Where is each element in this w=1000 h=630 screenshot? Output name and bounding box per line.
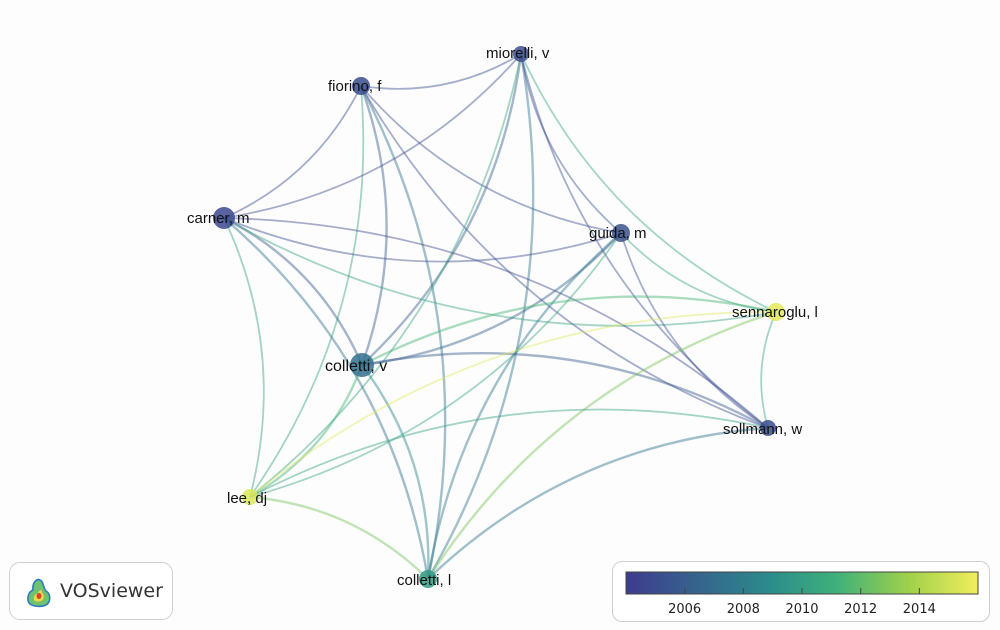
link-carner-sollmann <box>223 217 769 429</box>
link-carner-colletti_v <box>223 216 364 366</box>
node-fiorino[interactable] <box>352 77 370 95</box>
node-lee[interactable] <box>242 489 258 505</box>
link-guida-colletti_v <box>361 232 622 367</box>
link-guida-sennaroglu <box>620 232 777 313</box>
node-sollmann[interactable] <box>760 420 776 436</box>
link-guida-lee <box>249 232 622 498</box>
node-label-sollmann: sollmann, w <box>723 421 802 438</box>
link-miorelli-lee <box>249 53 522 498</box>
link-miorelli-carner <box>223 53 522 219</box>
link-fiorino-carner <box>223 85 362 219</box>
vosviewer-logo-text: VOSviewer <box>60 580 163 602</box>
node-label-guida: guida, m <box>589 225 647 242</box>
node-label-colletti_l: colletti, l <box>397 572 451 589</box>
link-lee-colletti_l <box>249 495 429 580</box>
link-sollmann-colletti_l <box>427 426 769 580</box>
node-label-colletti_v: colletti, v <box>325 358 387 375</box>
link-miorelli-sennaroglu <box>520 53 777 313</box>
link-carner-colletti_l <box>223 217 430 580</box>
node-guida[interactable] <box>612 224 630 242</box>
node-label-lee: lee, dj <box>227 490 267 507</box>
link-guida-sollmann <box>620 232 769 429</box>
node-label-miorelli: miorelli, v <box>486 45 550 62</box>
color-bar: 2006 2008 2010 2012 2014 <box>625 571 979 617</box>
link-miorelli-colletti_v <box>361 53 523 366</box>
link-sennaroglu-sollmann <box>760 311 777 429</box>
link-fiorino-colletti_v <box>359 85 388 366</box>
legend-tick-label-2012: 2012 <box>844 602 877 617</box>
link-colletti_v-sollmann <box>361 351 769 430</box>
link-miorelli-guida <box>520 53 622 234</box>
color-legend: 2006 2008 2010 2012 2014 <box>612 561 990 622</box>
node-label-sennaroglu: sennaroglu, l <box>732 304 818 321</box>
link-fiorino-lee <box>249 85 365 498</box>
link-fiorino-miorelli <box>360 53 522 90</box>
link-miorelli-colletti_l <box>426 53 535 580</box>
vosviewer-logo-icon <box>27 578 51 608</box>
node-carner[interactable] <box>213 207 235 229</box>
legend-tick-label-2006: 2006 <box>668 602 701 617</box>
legend-tick-label-2010: 2010 <box>785 602 818 617</box>
node-sennaroglu[interactable] <box>767 303 785 321</box>
node-label-carner: carner, m <box>187 210 250 227</box>
link-sennaroglu-lee <box>249 311 777 498</box>
link-fiorino-guida <box>360 85 622 234</box>
link-colletti_v-colletti_l <box>361 364 430 580</box>
link-colletti_v-sennaroglu <box>361 295 777 367</box>
node-miorelli[interactable] <box>513 46 529 62</box>
link-carner-lee <box>223 217 265 498</box>
node-colletti_v[interactable] <box>350 353 374 377</box>
node-layer <box>213 46 785 588</box>
legend-tick-label-2014: 2014 <box>903 602 936 617</box>
link-sennaroglu-colletti_l <box>426 310 777 580</box>
label-layer: miorelli, v fiorino, f carner, m guida, m se… <box>187 45 818 589</box>
link-miorelli-sollmann <box>520 53 769 429</box>
link-colletti_v-lee <box>249 364 364 499</box>
link-sollmann-lee <box>249 408 769 498</box>
link-carner-guida <box>223 217 622 263</box>
link-guida-colletti_l <box>426 232 622 580</box>
link-fiorino-sollmann <box>360 85 769 429</box>
vosviewer-logo[interactable]: VOSviewer <box>9 562 173 620</box>
node-colletti_l[interactable] <box>419 570 437 588</box>
link-carner-sennaroglu <box>223 217 777 327</box>
node-label-fiorino: fiorino, f <box>328 78 382 95</box>
legend-tick-label-2008: 2008 <box>727 602 760 617</box>
link-layer <box>223 53 777 580</box>
link-fiorino-colletti_l <box>359 85 447 580</box>
